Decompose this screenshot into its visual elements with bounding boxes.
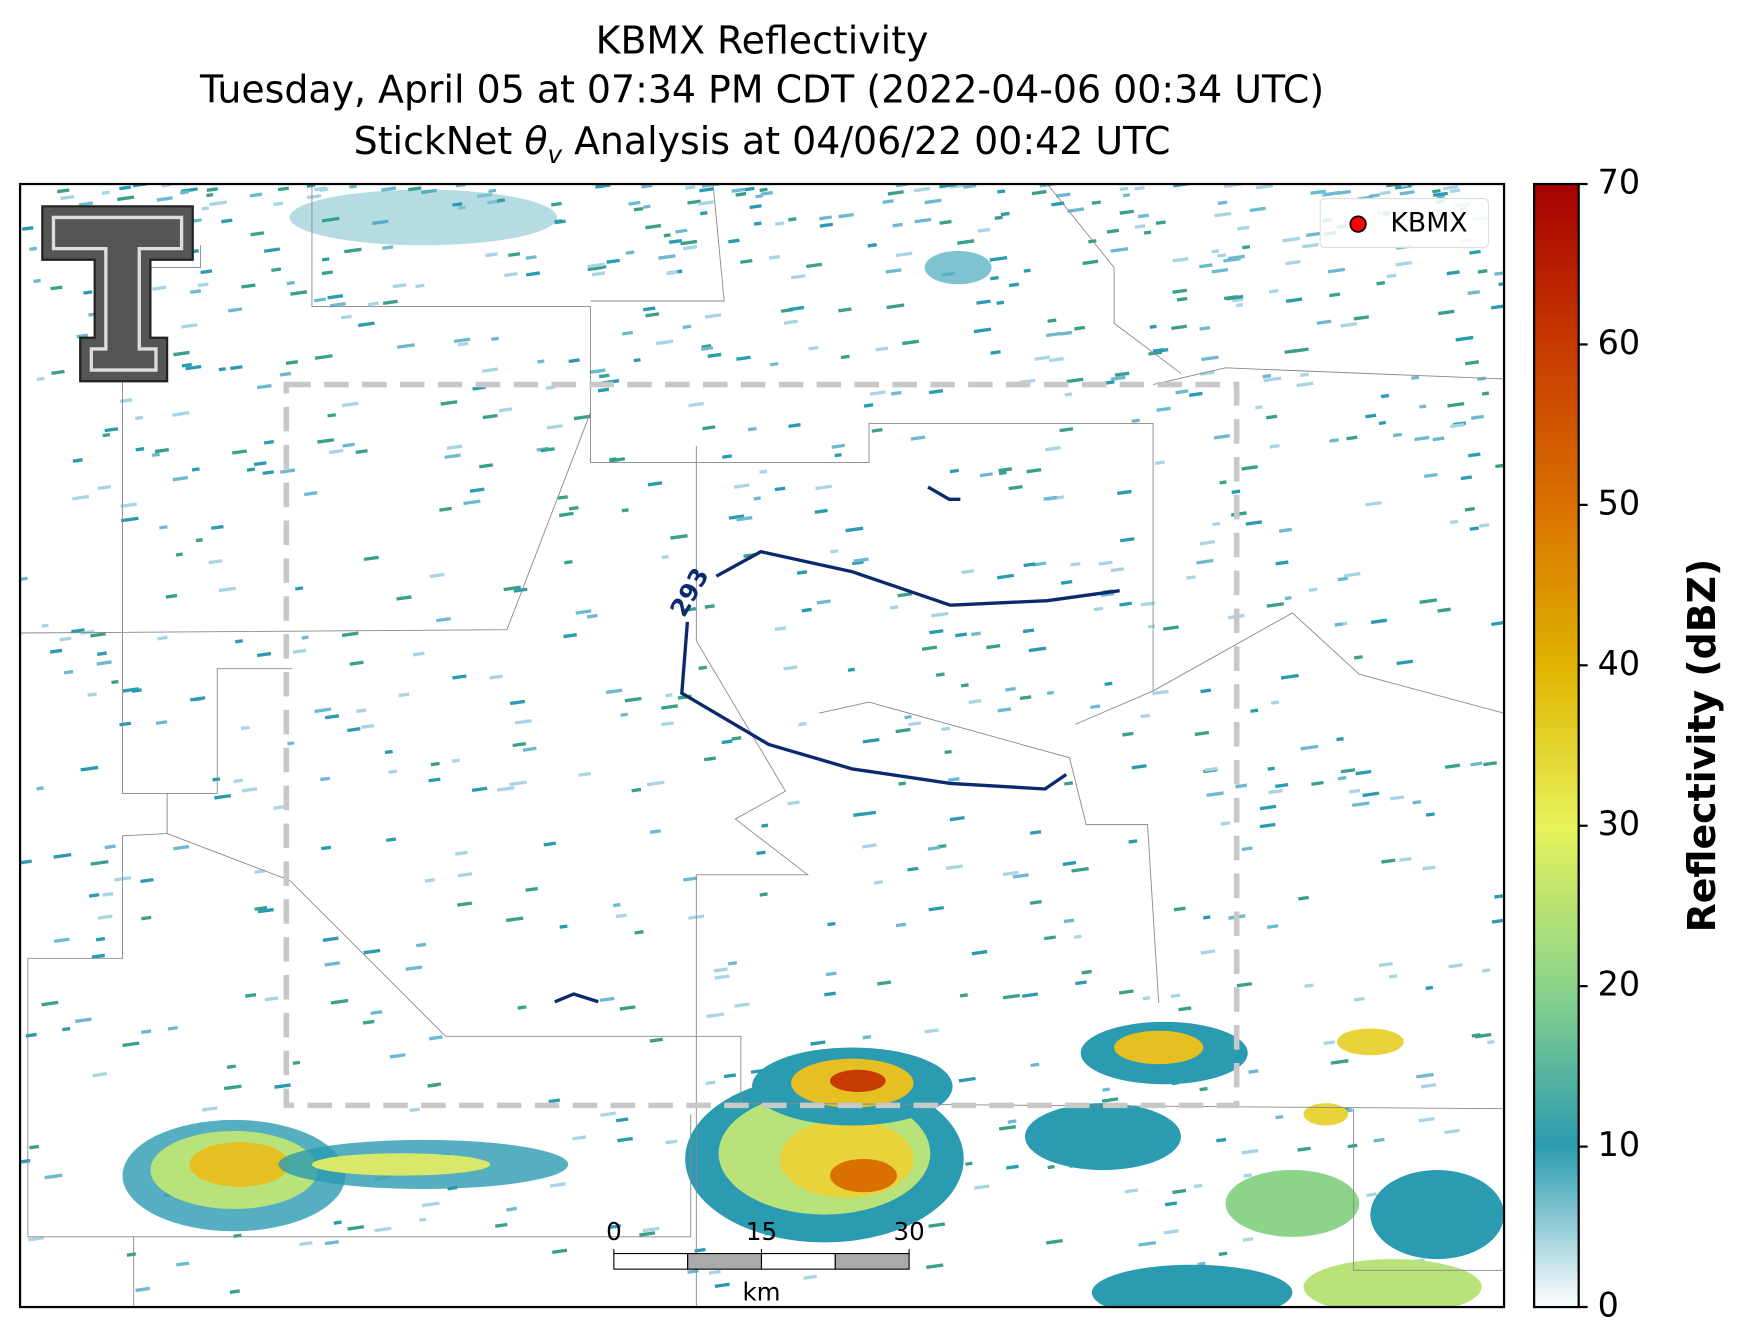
title-line-3: StickNet θv Analysis at 04/06/22 00:42 U… — [354, 119, 1171, 169]
logo — [41, 205, 194, 383]
colorbar-tick-label: 0 — [1598, 1286, 1619, 1325]
colorbar-tick-label: 70 — [1598, 163, 1641, 202]
county-lines — [20, 184, 1505, 1308]
colorbar — [1533, 182, 1580, 1309]
scale-bar: 0 15 30 km — [606, 1217, 925, 1306]
colorbar-ticks: 0 10 20 30 40 50 60 70 — [1578, 163, 1641, 1325]
scale-tick-label: 15 — [746, 1217, 777, 1246]
colorbar-tick-label: 10 — [1598, 1125, 1641, 1164]
title-prefix: StickNet — [354, 119, 525, 163]
title-rest: Analysis at 04/06/22 00:42 UTC — [562, 119, 1170, 163]
legend-marker — [1349, 215, 1367, 233]
title-subscript: v — [547, 140, 562, 169]
colorbar-tick-label: 60 — [1598, 323, 1641, 362]
clutter — [20, 184, 1505, 1294]
title-symbol: θ — [524, 119, 547, 163]
colorbar-label: Reflectivity (dBZ) — [1680, 559, 1724, 933]
title-line-2: Tuesday, April 05 at 07:34 PM CDT (2022-… — [199, 68, 1324, 112]
analysis-domain — [283, 381, 1240, 1109]
colorbar-tick-label: 30 — [1598, 804, 1641, 843]
colorbar-tick-label: 20 — [1598, 965, 1641, 1004]
legend-label: KBMX — [1390, 208, 1467, 239]
colorbar-tick-label: 50 — [1598, 483, 1641, 522]
legend-box — [1319, 197, 1489, 249]
storms — [122, 189, 1505, 1308]
colorbar-tick-label: 40 — [1598, 644, 1641, 683]
scale-tick-label: 30 — [894, 1217, 925, 1246]
legend: KBMX — [1319, 197, 1489, 249]
map-frame — [18, 182, 1506, 1309]
scale-tick-label: 0 — [606, 1217, 622, 1246]
scale-unit: km — [742, 1277, 780, 1306]
title-line-1: KBMX Reflectivity — [596, 19, 929, 63]
